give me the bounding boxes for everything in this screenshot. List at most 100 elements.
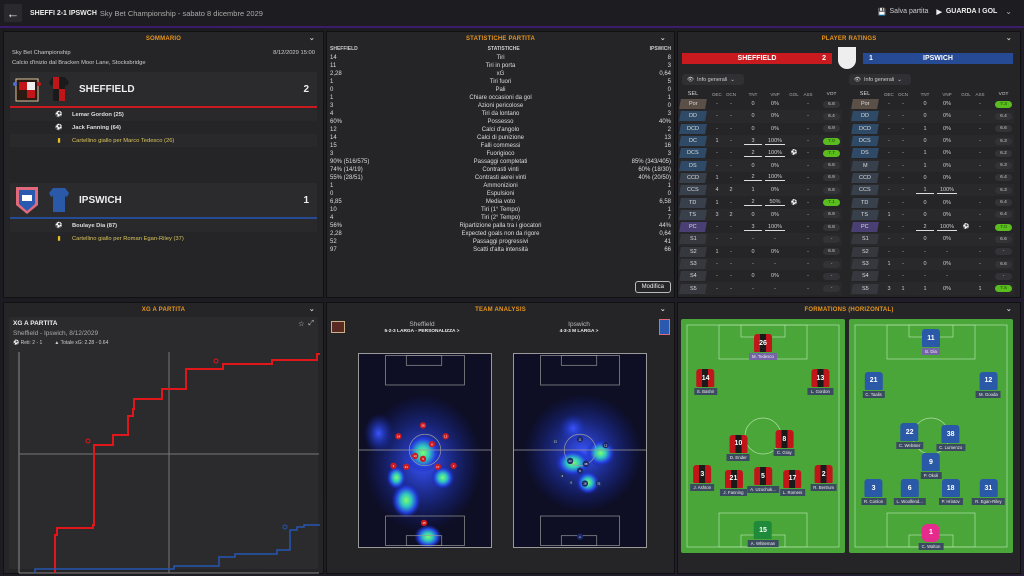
chevron-down-icon[interactable]: ⌄	[1005, 306, 1012, 313]
column-header[interactable]: TNT	[920, 91, 930, 97]
player-rating-row[interactable]: CCS - - 1 100% - 6.3	[850, 184, 1014, 197]
home-formation-link[interactable]: 5-2-3 LARGA - PERSONALIZZA >	[384, 329, 460, 334]
player-token[interactable]: 15 A. Whiteman	[747, 521, 779, 548]
position-badge[interactable]: DS	[851, 148, 879, 159]
player-token[interactable]: 10 D. Ender	[726, 434, 750, 461]
player-token[interactable]: 31 R. Egan-Riley	[972, 479, 1005, 506]
player-avg-position[interactable]	[403, 463, 410, 470]
position-badge[interactable]: CCD	[851, 172, 879, 183]
player-rating-row[interactable]: CCD 1 - 2 100% - 6.9	[678, 172, 842, 184]
player-rating-row[interactable]: TS 1 - 0 0% - 6.4	[850, 208, 1014, 221]
player-token[interactable]: 14 S. Bashir	[693, 369, 718, 396]
player-rating-row[interactable]: DCS - - 2 100% ⚽ - 7.7	[678, 147, 842, 159]
column-header[interactable]: DEC	[884, 91, 894, 97]
player-rating-row[interactable]: CCS 4 2 1 0% - 6.6	[678, 184, 842, 197]
home-info-dropdown[interactable]: 👁 Info generali ⌄	[682, 74, 744, 85]
player-token[interactable]: 13 L. Gordon	[807, 369, 833, 396]
player-rating-row[interactable]: S5 - - - - - -	[678, 282, 842, 295]
player-token[interactable]: 21 J. Fanning	[720, 469, 747, 496]
chevron-down-icon[interactable]: ⌄	[308, 306, 315, 313]
player-rating-row[interactable]: TD - - 0 0% - 6.4	[850, 196, 1014, 208]
player-token[interactable]: 8 C. Gray	[773, 430, 795, 457]
position-badge[interactable]: CCD	[679, 172, 707, 183]
player-rating-row[interactable]: Por - - 0 0% - 7.3	[850, 98, 1014, 110]
player-rating-row[interactable]: TD 1 - 2 50% ⚽ - 7.1	[678, 196, 842, 208]
player-token[interactable]: 17 L. Romeni	[779, 469, 806, 496]
away-formation-link[interactable]: 4-3-3 M LARGA >	[559, 329, 599, 334]
player-rating-row[interactable]: S3 - - - - - -	[678, 257, 842, 271]
position-badge[interactable]: PC	[679, 222, 707, 233]
position-badge[interactable]: DCD	[679, 123, 707, 134]
player-token[interactable]: 2 R. Bertrum	[810, 465, 838, 492]
chevron-down-icon[interactable]: ⌄	[659, 35, 666, 42]
column-header[interactable]: ASS	[975, 91, 985, 97]
player-rating-row[interactable]: DS - - 1 0% - 6.2	[850, 147, 1014, 159]
player-rating-row[interactable]: DD - - 0 0% - 6.4	[678, 110, 842, 123]
player-rating-row[interactable]: DCD - - 0 0% - 6.9	[678, 123, 842, 135]
player-avg-position[interactable]	[419, 455, 427, 463]
player-avg-position[interactable]	[576, 436, 584, 443]
player-token[interactable]: 1 C. Walton	[918, 523, 944, 550]
player-avg-position[interactable]	[559, 472, 566, 479]
watch-goals-button[interactable]: ▶ GUARDA I GOL	[936, 8, 997, 16]
player-token[interactable]: 12 M. Gooda	[975, 371, 1001, 398]
player-rating-row[interactable]: TS 3 2 0 0% - 6.9	[678, 208, 842, 221]
player-rating-row[interactable]: S2 - - - - - -	[850, 246, 1014, 258]
column-header[interactable]: OCN	[898, 91, 908, 97]
player-avg-position[interactable]	[419, 422, 427, 429]
player-rating-row[interactable]: DCS - - 0 0% - 6.3	[850, 134, 1014, 148]
position-badge[interactable]: DS	[679, 160, 707, 171]
player-rating-row[interactable]: CCD - - 0 0% - 6.4	[850, 172, 1014, 184]
player-token[interactable]: 9 P. Okoli	[920, 453, 942, 480]
position-badge[interactable]: DCD	[851, 123, 879, 134]
column-header[interactable]: OCN	[726, 91, 736, 97]
position-badge[interactable]: S2	[679, 246, 707, 257]
player-rating-row[interactable]: S5 3 1 1 0% 1 7.5	[850, 282, 1014, 295]
player-avg-position[interactable]	[576, 467, 584, 474]
position-badge[interactable]: S5	[851, 283, 879, 294]
chevron-down-icon[interactable]: ⌄	[659, 306, 666, 313]
player-avg-position[interactable]	[602, 441, 609, 449]
column-header[interactable]: VNP	[770, 91, 780, 97]
player-avg-position[interactable]	[567, 479, 575, 486]
position-badge[interactable]: S1	[679, 234, 707, 245]
position-badge[interactable]: PC	[851, 222, 879, 233]
column-header[interactable]: DEC	[712, 91, 722, 97]
expand-icon[interactable]: ⤢	[308, 320, 314, 327]
position-badge[interactable]: S4	[679, 271, 707, 282]
column-header[interactable]: VOT	[826, 91, 837, 97]
position-badge[interactable]: DCS	[851, 136, 879, 147]
position-badge[interactable]: CCS	[679, 185, 707, 196]
position-badge[interactable]: Por	[679, 99, 707, 110]
position-badge[interactable]: S3	[679, 259, 707, 269]
chevron-down-icon[interactable]: ⌄	[1005, 35, 1012, 42]
position-badge[interactable]: TS	[679, 209, 707, 220]
position-badge[interactable]: DD	[679, 111, 707, 122]
player-rating-row[interactable]: S2 1 - 0 0% - 6.6	[678, 246, 842, 258]
player-token[interactable]: 26 M. Tedesco	[749, 334, 777, 361]
player-rating-row[interactable]: M - - 1 0% - 6.3	[850, 159, 1014, 172]
column-header[interactable]: GOL	[961, 91, 971, 97]
edit-stats-button[interactable]: Modifica	[634, 281, 671, 293]
player-avg-position[interactable]	[582, 460, 590, 467]
player-rating-row[interactable]: DC 1 - 3 100% - 7.0	[678, 134, 842, 148]
position-badge[interactable]: DC	[679, 136, 707, 147]
position-badge[interactable]: M	[851, 160, 879, 171]
position-badge[interactable]: TS	[851, 209, 879, 220]
player-rating-row[interactable]: Por - - 0 0% - 6.8	[678, 98, 842, 110]
player-rating-row[interactable]: DD - - 0 0% - 6.4	[850, 110, 1014, 123]
player-rating-row[interactable]: S4 - - - - - -	[850, 270, 1014, 282]
position-badge[interactable]: S2	[851, 246, 879, 257]
player-avg-position[interactable]	[390, 462, 397, 469]
player-token[interactable]: 3 J. Ashton	[690, 465, 715, 492]
player-avg-position[interactable]	[566, 457, 574, 464]
player-token[interactable]: 22 C. Webster	[895, 423, 924, 449]
position-badge[interactable]: S4	[851, 271, 879, 282]
position-badge[interactable]: Por	[851, 99, 879, 110]
save-match-button[interactable]: 💾 Salva partita	[878, 8, 929, 16]
player-avg-position[interactable]	[595, 480, 602, 487]
column-header[interactable]: VNP	[942, 91, 952, 97]
player-avg-position[interactable]	[552, 437, 559, 445]
player-token[interactable]: 6 L. Woolfend...	[893, 479, 926, 506]
chevron-down-icon[interactable]: ⌄	[1005, 7, 1012, 16]
